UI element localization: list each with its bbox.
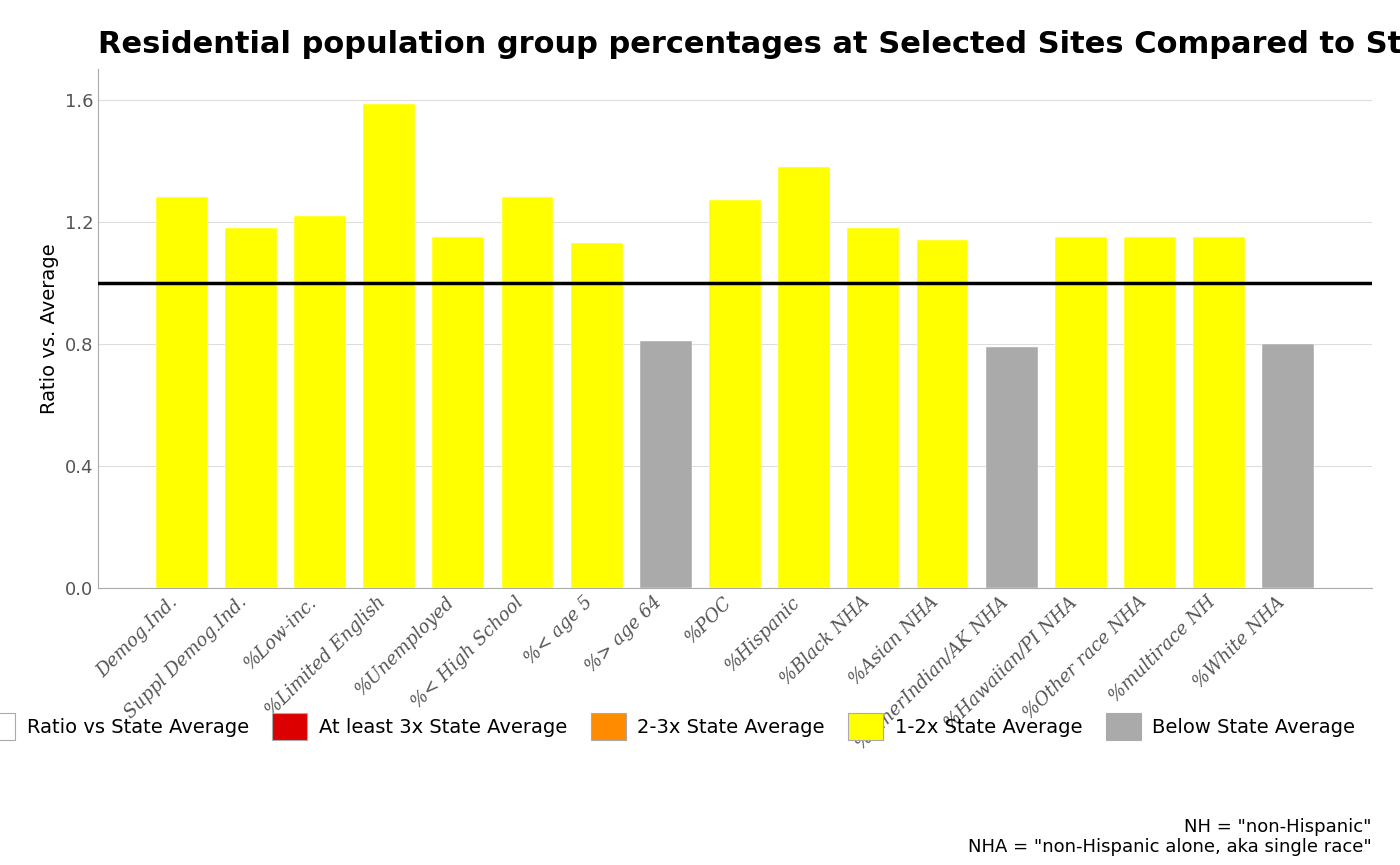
Bar (778, 167, 830, 588)
Bar (1263, 344, 1315, 588)
Bar (1054, 237, 1106, 588)
Bar (640, 341, 692, 588)
Bar (847, 228, 899, 588)
Bar (155, 197, 207, 588)
Text: NH = "non-Hispanic"
NHA = "non-Hispanic alone, aka single race": NH = "non-Hispanic" NHA = "non-Hispanic … (969, 817, 1372, 856)
Bar (364, 105, 416, 588)
Bar (1193, 237, 1245, 588)
Text: Residential population group percentages at Selected Sites Compared to State Ave: Residential population group percentages… (98, 29, 1400, 59)
Bar (294, 215, 346, 588)
Bar (225, 228, 277, 588)
Bar (986, 347, 1037, 588)
Bar (708, 201, 762, 588)
Bar (501, 197, 553, 588)
Bar (433, 237, 484, 588)
Bar (571, 243, 623, 588)
Bar (1124, 237, 1176, 588)
Legend: Ratio vs State Average, At least 3x State Average, 2-3x State Average, 1-2x Stat: Ratio vs State Average, At least 3x Stat… (0, 713, 1355, 740)
Y-axis label: Ratio vs. Average: Ratio vs. Average (41, 243, 59, 414)
Bar (917, 240, 969, 588)
